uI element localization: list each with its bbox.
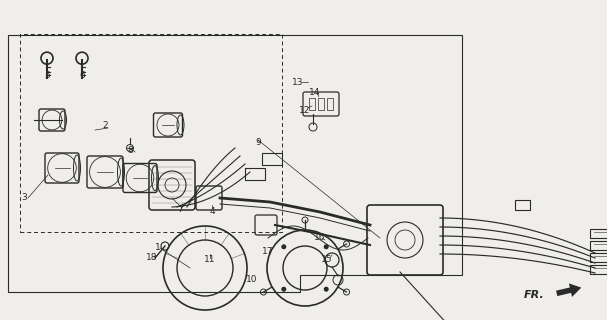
Bar [20,34,282,232]
Text: FR.: FR. [524,290,544,300]
Bar [327,98,333,110]
Circle shape [324,287,329,292]
Text: 8: 8 [127,146,133,155]
Text: 5: 5 [44,70,50,79]
Text: 11: 11 [204,255,215,265]
Text: 7: 7 [177,205,183,214]
Text: 16: 16 [314,234,326,243]
Bar [590,265,607,274]
Text: 1: 1 [155,244,161,252]
Text: 3: 3 [21,194,27,203]
FancyArrowPatch shape [556,284,582,297]
Bar [590,241,607,250]
Text: 9: 9 [255,138,261,147]
Text: 13: 13 [292,77,304,86]
Text: 15: 15 [321,255,333,265]
Text: 14: 14 [310,87,320,97]
Bar [309,98,315,110]
Circle shape [281,287,287,292]
Bar [515,200,530,210]
Bar [318,98,324,110]
Text: 4: 4 [209,207,215,217]
Text: 12: 12 [299,106,311,115]
Text: 17: 17 [262,247,274,257]
Bar [245,168,265,180]
Text: 6: 6 [79,70,85,79]
Circle shape [281,244,287,249]
Text: 2: 2 [102,121,108,130]
Circle shape [324,244,329,249]
Bar [590,229,607,238]
Text: 10: 10 [246,276,258,284]
Text: 18: 18 [146,253,158,262]
Bar [262,153,282,165]
Bar [590,253,607,262]
